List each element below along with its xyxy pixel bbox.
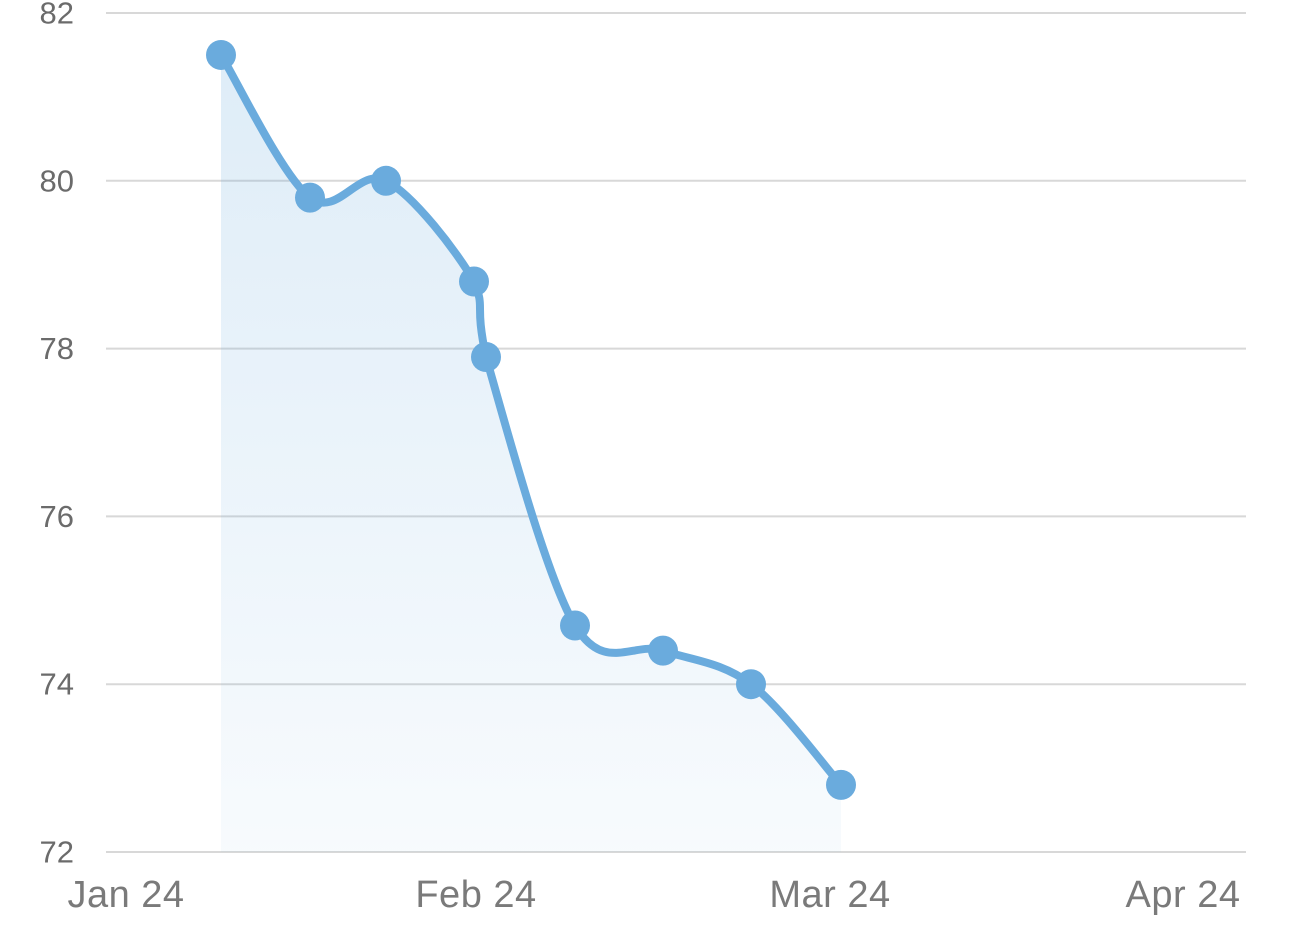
y-axis-label: 82 (40, 0, 74, 31)
series-area-fill (221, 54, 841, 852)
x-axis-label: Mar 24 (769, 874, 890, 916)
data-point[interactable] (648, 635, 678, 666)
y-axis-label: 74 (40, 667, 74, 702)
y-axis-label: 78 (40, 331, 74, 366)
data-point[interactable] (206, 39, 236, 70)
data-point[interactable] (471, 341, 501, 372)
data-points (206, 39, 856, 800)
y-axis-label: 72 (40, 835, 74, 870)
x-axis-label: Feb 24 (415, 874, 536, 916)
y-axis-labels: 82 80 78 76 74 72 (40, 0, 74, 870)
x-axis-labels: Jan 24 Feb 24 Mar 24 Apr 24 (67, 874, 1240, 916)
data-point[interactable] (736, 669, 766, 700)
x-axis-label: Jan 24 (67, 874, 184, 916)
data-point[interactable] (371, 165, 401, 196)
x-axis-label: Apr 24 (1126, 874, 1241, 916)
data-point[interactable] (295, 182, 325, 213)
y-axis-label: 76 (40, 499, 74, 534)
y-axis-label: 80 (40, 163, 74, 198)
data-point[interactable] (560, 610, 590, 641)
data-point[interactable] (459, 266, 489, 297)
data-point[interactable] (826, 769, 856, 800)
